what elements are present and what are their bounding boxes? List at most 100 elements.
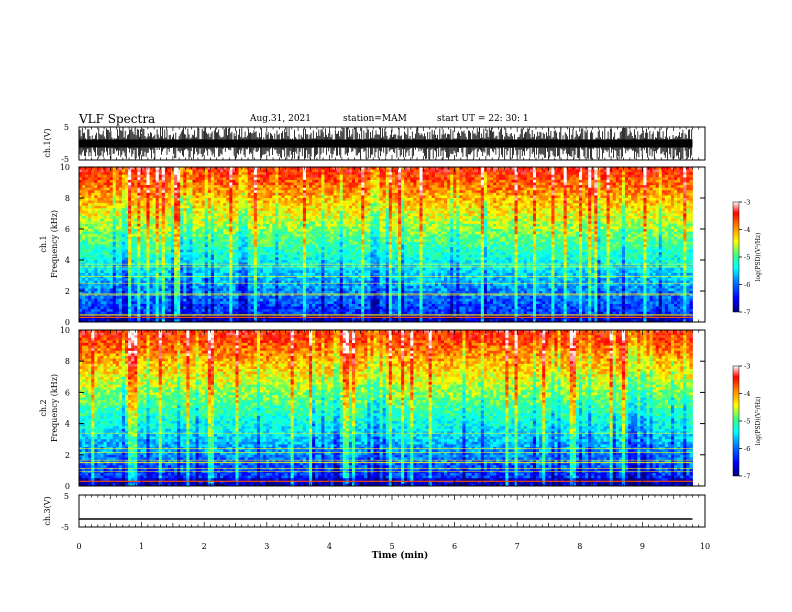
spectrogram-cell [118,239,123,243]
spectrogram-cell [121,316,126,320]
spectrogram-cell [189,311,193,315]
spectrogram-cell [299,177,304,181]
spectrogram-cell [192,280,196,284]
spectrogram-cell [284,244,288,248]
spectrogram-cell [247,195,252,199]
spectrogram-cell [97,272,101,276]
spectrogram-cell [198,216,203,220]
spectrogram-cell [198,239,203,243]
spectrogram-cell [112,210,117,214]
spectrogram-cell [259,226,264,230]
spectrogram-cell [106,303,111,307]
spectrogram-cell [293,319,298,323]
spectrogram-cell [272,185,276,189]
spectrogram-cell [121,298,126,302]
spectrogram-cell [88,278,92,282]
spectrogram-cell [155,187,160,191]
spectrogram-cell [97,195,101,199]
spectrogram-cell [217,213,221,217]
spectrogram-cell [149,252,154,256]
spectrogram-cell [155,241,160,245]
spectrogram-cell [272,247,276,251]
spectrogram-cell [223,239,227,243]
spectrogram-cell [97,216,101,220]
spectrogram-cell [290,205,295,209]
spectrogram-cell [287,272,292,276]
spectrogram-cell [128,298,132,302]
spectrogram-cell [167,301,172,305]
spectrogram-cell [146,311,150,315]
spectrogram-cell [235,234,239,238]
spectrogram-cell [278,200,282,204]
spectrogram-cell [143,172,147,176]
spectrogram-cell [296,167,301,170]
spectrogram-cell [134,234,138,238]
spectrogram-cell [109,172,114,176]
spectrogram-cell [256,195,261,199]
spectrogram-cell [229,311,233,315]
spectrogram-cell [167,303,172,307]
spectrogram-cell [250,195,255,199]
spectrogram-cell [263,229,267,232]
spectrogram-cell [247,241,252,245]
spectrogram-cell [275,239,279,243]
spectrogram-cell [121,303,126,307]
spectrogram-cell [82,234,86,238]
spectrogram-cell [180,247,184,251]
spectrogram-cell [183,288,187,292]
spectrogram-cell [140,231,144,235]
spectrogram-cell [263,280,267,284]
spectrogram-cell [131,296,135,300]
spectrogram-cell [235,208,239,212]
spectrogram-cell [149,316,154,320]
spectrogram-cell [100,198,104,201]
spectrogram-cell [232,198,236,201]
spectrogram-cell [186,223,190,227]
spectrogram-cell [275,169,279,173]
spectrogram-cell [167,210,172,214]
spectrogram-cell [128,296,132,300]
spectrogram-cell [137,288,141,292]
spectrogram-cell [256,311,261,315]
spectrogram-cell [134,182,138,186]
spectrogram-cell [171,236,175,240]
spectrogram-cell [158,179,163,183]
spectrogram-cell [158,234,163,238]
spectrogram-cell [238,280,242,284]
spectrogram-cell [210,190,215,194]
spectrogram-cell [210,210,215,214]
spectrogram-cell [158,306,163,310]
spectrogram-cell [161,244,166,248]
spectrogram-cell [131,200,135,204]
spectrogram-cell [177,239,181,243]
spectrogram-cell [161,198,166,201]
spectrogram-cell [290,213,295,217]
spectrogram-cell [158,278,163,282]
spectrogram-cell [266,216,270,220]
spectrogram-cell [207,169,212,173]
spectrogram-cell [244,226,249,230]
spectrogram-cell [195,285,200,289]
spectrogram-cell [192,306,196,310]
spectrogram-cell [287,247,292,251]
spectrogram-cell [149,260,154,263]
spectrogram-cell [174,288,178,292]
spectrogram-cell [263,283,267,287]
spectrogram-cell [140,172,144,176]
spectrogram-cell [155,185,160,189]
spectrogram-cell [180,167,184,170]
spectrogram-cell [149,200,154,204]
spectrogram-cell [118,244,123,248]
spectrogram-cell [112,239,117,243]
spectrogram-cell [290,195,295,199]
spectrogram-cell [235,210,239,214]
spectrogram-cell [189,169,193,173]
spectrogram-cell [146,303,150,307]
spectrogram-cell [106,169,111,173]
spectrogram-cell [207,203,212,207]
spectrogram-cell [259,192,264,196]
spectrogram-cell [112,174,117,178]
spectrogram-cell [232,223,236,227]
spectrogram-cell [281,298,285,302]
spectrogram-cell [290,257,295,261]
